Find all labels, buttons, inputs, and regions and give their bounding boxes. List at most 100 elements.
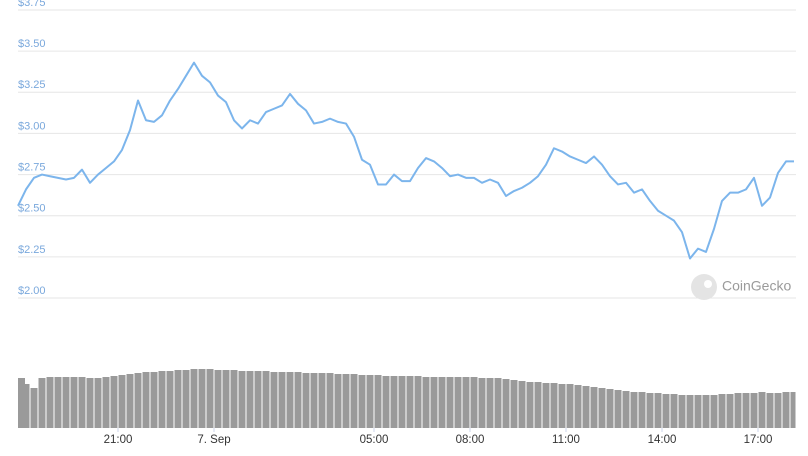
watermark: CoinGecko bbox=[691, 274, 791, 300]
volume-bar bbox=[86, 378, 94, 428]
volume-bar bbox=[606, 389, 614, 428]
volume-bar bbox=[446, 377, 454, 428]
volume-bar bbox=[566, 384, 574, 428]
volume-bar bbox=[758, 392, 766, 428]
volume-bar bbox=[542, 383, 550, 428]
volume-bar bbox=[246, 371, 254, 428]
volume-bar bbox=[150, 372, 158, 428]
plot: $2.00 $2.25 $2.50 $2.75 $3.00 $3.25 $3.50 $3.75… bbox=[17, 0, 796, 446]
volume-bar bbox=[526, 382, 534, 428]
volume-bar bbox=[582, 386, 590, 428]
volume-bar bbox=[270, 372, 278, 428]
x-tick-label: 7. Sep bbox=[197, 434, 230, 446]
volume-bar bbox=[126, 374, 134, 428]
y-tick-label: $2.00 bbox=[18, 285, 46, 297]
volume-bar bbox=[766, 393, 774, 428]
volume-bar bbox=[598, 388, 606, 428]
volume-bar bbox=[590, 387, 598, 428]
volume-bar bbox=[734, 393, 742, 428]
volume-bar bbox=[790, 392, 796, 428]
watermark-logo bbox=[691, 274, 717, 300]
volume-bar bbox=[158, 371, 166, 428]
volume-bar bbox=[230, 370, 238, 428]
volume-bar bbox=[382, 376, 390, 428]
volume-bar bbox=[366, 375, 374, 428]
volume-bar bbox=[782, 392, 790, 428]
watermark-logo-eye bbox=[704, 280, 712, 288]
y-tick-label: $2.50 bbox=[18, 203, 46, 215]
volume-bar bbox=[622, 391, 630, 428]
y-tick-label: $2.25 bbox=[18, 244, 46, 256]
volume-bar bbox=[638, 392, 646, 428]
volume-bar bbox=[110, 376, 118, 428]
volume-bar bbox=[654, 393, 662, 428]
volume-bar bbox=[670, 394, 678, 428]
volume-bar bbox=[118, 375, 126, 428]
x-tick-label: 05:00 bbox=[360, 434, 389, 446]
volume-bar bbox=[350, 374, 358, 428]
volume-bar bbox=[38, 378, 46, 428]
x-tick-label: 11:00 bbox=[552, 434, 580, 446]
x-tick-label: 08:00 bbox=[456, 434, 485, 446]
volume-bar bbox=[22, 384, 30, 428]
volume-bar bbox=[574, 385, 582, 428]
x-tick-label: 21:00 bbox=[104, 434, 133, 446]
volume-bar bbox=[470, 377, 478, 428]
volume-bar bbox=[318, 373, 326, 428]
volume-bar bbox=[222, 370, 230, 428]
volume-bar bbox=[414, 376, 422, 428]
volume-bar bbox=[430, 377, 438, 428]
volume-bar bbox=[30, 388, 38, 428]
volume-bar bbox=[142, 372, 150, 428]
volume-bar bbox=[326, 373, 334, 428]
volume-bar bbox=[630, 392, 638, 428]
volume-bar bbox=[406, 376, 414, 428]
volume-bar bbox=[662, 394, 670, 428]
volume-bar bbox=[102, 377, 110, 428]
volume-bar bbox=[166, 371, 174, 428]
volume-bar bbox=[70, 377, 78, 428]
y-tick-label: $3.00 bbox=[18, 120, 46, 132]
volume-bar bbox=[78, 377, 86, 428]
volume-bar bbox=[302, 373, 310, 428]
watermark-text: CoinGecko bbox=[722, 278, 791, 294]
volume-bar bbox=[398, 376, 406, 428]
volume-bar bbox=[438, 377, 446, 428]
volume-bar bbox=[214, 370, 222, 428]
volume-bar bbox=[702, 395, 710, 428]
volume-bar bbox=[678, 395, 686, 428]
volume-bar bbox=[494, 378, 502, 428]
volume-bar bbox=[174, 370, 182, 428]
volume-bar bbox=[190, 369, 198, 428]
volume-bar bbox=[422, 377, 430, 428]
price-line bbox=[17, 61, 794, 260]
y-tick-label: $3.25 bbox=[18, 79, 46, 91]
volume-bar bbox=[334, 374, 342, 428]
y-tick-label: $2.75 bbox=[18, 161, 46, 173]
x-tick-label: 17:00 bbox=[744, 434, 773, 446]
volume-bar bbox=[310, 373, 318, 428]
volume-bar bbox=[646, 393, 654, 428]
volume-bar bbox=[454, 377, 462, 428]
y-tick-label: $3.50 bbox=[18, 38, 46, 50]
volume-bar bbox=[342, 374, 350, 428]
volume-bar bbox=[206, 369, 214, 428]
volume-bar bbox=[510, 380, 518, 428]
volume-bar bbox=[294, 372, 302, 428]
volume-bar bbox=[694, 395, 702, 428]
volume-bar bbox=[46, 377, 54, 428]
volume-bar bbox=[94, 378, 102, 428]
volume-bar bbox=[502, 379, 510, 428]
x-tick-label: 14:00 bbox=[648, 434, 677, 446]
volume-bar bbox=[518, 381, 526, 428]
volume-bar bbox=[134, 373, 142, 428]
volume-bar bbox=[286, 372, 294, 428]
volume-bar bbox=[726, 394, 734, 428]
volume-bar bbox=[710, 395, 718, 428]
volume-bar bbox=[550, 383, 558, 428]
y-tick-label: $3.75 bbox=[18, 0, 46, 9]
volume-bar bbox=[62, 377, 70, 428]
volume-bar bbox=[686, 395, 694, 428]
volume-bar bbox=[182, 370, 190, 428]
